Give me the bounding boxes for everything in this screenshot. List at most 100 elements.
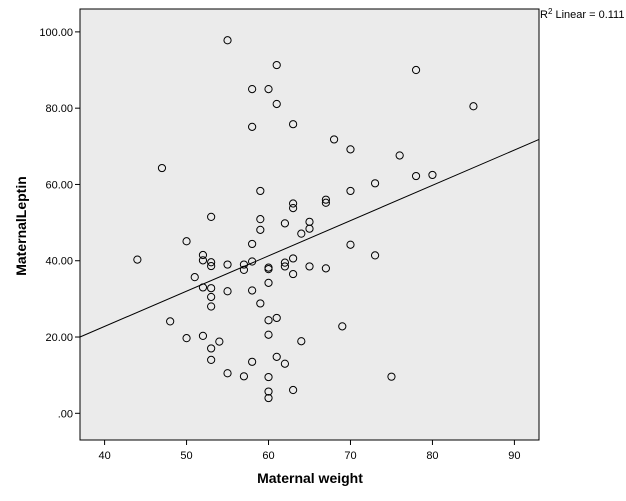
data-point <box>346 240 355 249</box>
data-point <box>207 344 216 353</box>
data-point <box>321 195 330 204</box>
data-point <box>395 151 404 160</box>
data-point <box>289 120 298 129</box>
data-point <box>157 163 167 173</box>
data-point <box>223 36 232 45</box>
y-tick-label: 80.00 <box>45 103 73 115</box>
r2-label-prefix: R <box>540 9 548 21</box>
data-point <box>329 135 339 144</box>
x-axis-title: Maternal weight <box>257 470 363 486</box>
data-point <box>264 84 273 94</box>
data-point <box>280 258 290 267</box>
data-point <box>346 145 355 154</box>
data-point <box>264 372 273 382</box>
data-point <box>133 255 142 264</box>
linear-fit-line <box>79 138 540 338</box>
data-point <box>321 198 330 207</box>
x-tick-label: 70 <box>344 450 356 462</box>
data-point <box>370 251 380 260</box>
data-point <box>248 239 257 249</box>
data-point <box>289 385 298 395</box>
data-point <box>370 179 380 188</box>
data-point <box>411 171 421 181</box>
data-point <box>223 260 232 269</box>
data-point <box>248 84 257 94</box>
data-point <box>248 122 257 131</box>
data-point <box>207 284 216 293</box>
x-axis: 40 50 60 70 80 90 <box>98 440 521 462</box>
data-point <box>264 278 273 287</box>
data-point <box>338 322 347 331</box>
data-point <box>207 261 216 271</box>
data-point <box>321 264 330 273</box>
y-tick-label: 20.00 <box>45 332 73 344</box>
data-point <box>166 317 175 326</box>
data-point <box>305 224 314 233</box>
data-point <box>239 372 249 381</box>
r2-annotation: R2 Linear = 0.111 <box>540 7 624 21</box>
data-point <box>256 186 265 196</box>
data-point <box>264 387 273 396</box>
data-point <box>207 212 216 221</box>
data-point <box>207 258 216 267</box>
data-point <box>264 265 273 274</box>
data-points <box>133 36 478 403</box>
data-point <box>239 260 249 269</box>
y-axis-title: MaternalLeptin <box>13 176 29 276</box>
x-tick-label: 80 <box>426 450 438 462</box>
data-point <box>411 65 421 75</box>
plot-area <box>79 8 540 441</box>
data-point <box>264 330 273 339</box>
y-tick-label: 100.00 <box>39 27 73 39</box>
data-point <box>272 313 281 323</box>
data-point <box>469 102 478 111</box>
x-tick-label: 50 <box>180 450 192 462</box>
y-tick-label: 60.00 <box>45 179 73 191</box>
data-point <box>248 257 257 266</box>
data-point <box>256 225 265 234</box>
data-point <box>280 219 290 228</box>
x-tick-label: 90 <box>508 450 520 462</box>
data-point <box>305 262 314 271</box>
y-tick-label: 40.00 <box>45 256 73 268</box>
data-point <box>207 302 216 311</box>
data-point <box>248 357 257 366</box>
data-point <box>223 287 232 296</box>
data-point <box>256 299 265 308</box>
data-point <box>190 273 199 282</box>
data-point <box>289 203 298 213</box>
x-tick-label: 60 <box>262 450 274 462</box>
y-axis: .00 20.00 40.00 60.00 80.00 100.00 <box>39 27 80 420</box>
x-tick-label: 40 <box>98 450 110 462</box>
data-point <box>239 265 249 274</box>
y-tick-label: .00 <box>58 408 73 420</box>
data-point <box>264 316 273 325</box>
data-point <box>215 337 224 346</box>
data-point <box>198 331 208 340</box>
data-point <box>198 250 208 260</box>
data-point <box>387 372 396 381</box>
data-point <box>182 334 191 343</box>
data-point <box>182 237 191 246</box>
data-point <box>207 292 216 302</box>
data-point <box>256 215 265 224</box>
data-point <box>198 283 208 292</box>
data-point <box>346 186 355 196</box>
data-point <box>264 393 273 403</box>
r2-label-sup: 2 <box>548 7 553 16</box>
data-point <box>428 170 437 180</box>
data-point <box>289 269 298 279</box>
data-point <box>289 199 298 208</box>
data-point <box>248 286 257 295</box>
fit-line-group <box>79 138 540 338</box>
data-point <box>272 352 281 361</box>
data-point <box>272 99 281 109</box>
data-point <box>198 256 208 265</box>
data-point <box>280 262 290 271</box>
r2-label-text: Linear = 0.111 <box>552 9 624 21</box>
data-point <box>289 254 298 263</box>
data-point <box>207 355 216 365</box>
data-point <box>297 229 306 238</box>
data-point <box>297 337 306 346</box>
